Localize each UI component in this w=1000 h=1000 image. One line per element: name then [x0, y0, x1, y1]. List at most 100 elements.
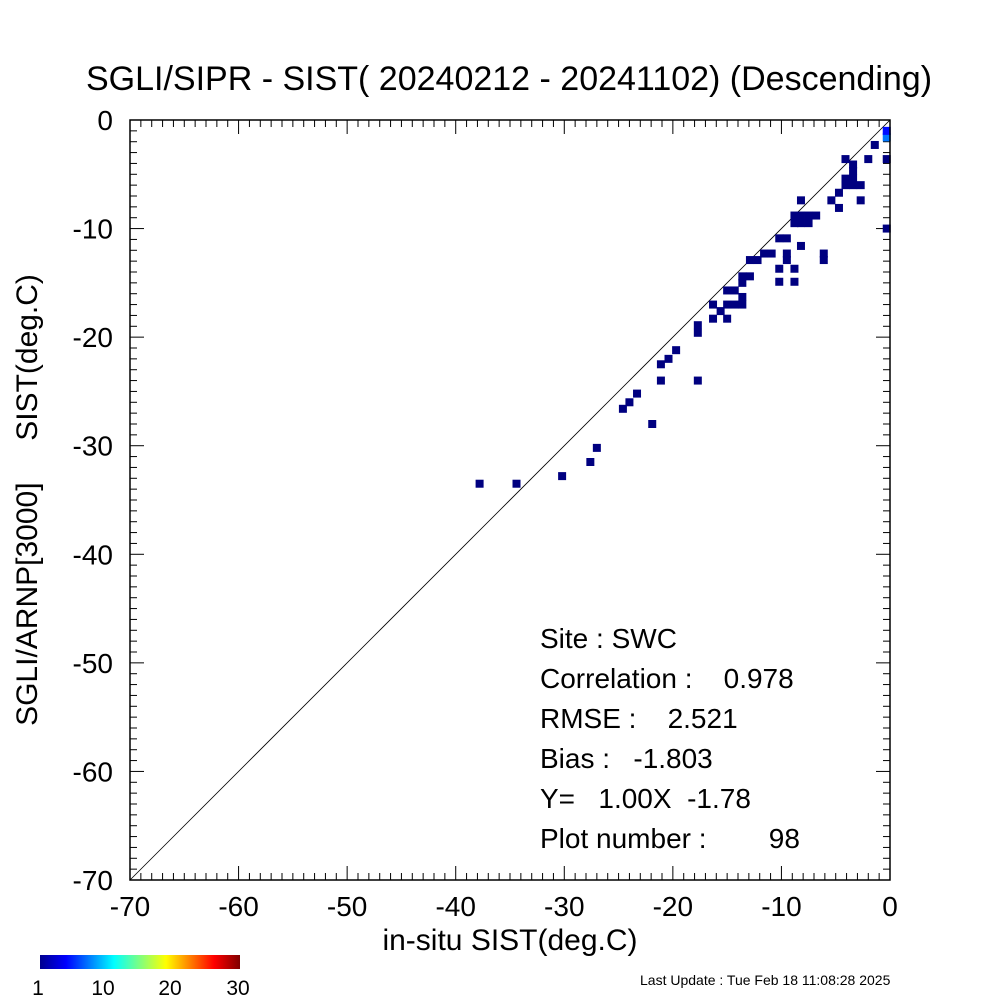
x-tick-label: -60: [218, 891, 258, 922]
data-point: [796, 196, 805, 205]
data-point: [812, 211, 821, 220]
y-tick-label: -10: [73, 214, 113, 245]
data-point: [672, 346, 681, 355]
y-tick-label: -20: [73, 322, 113, 353]
data-point: [790, 264, 799, 273]
y-tick-label: 0: [97, 105, 113, 136]
data-point: [775, 234, 784, 243]
stat-site: Site : SWC: [540, 623, 677, 654]
y-tick-label: -60: [73, 756, 113, 787]
y-tick-label: -50: [73, 648, 113, 679]
plot-frame: [129, 119, 891, 881]
data-point: [834, 188, 843, 197]
data-point: [723, 300, 732, 309]
x-tick-label: -30: [544, 891, 584, 922]
colorbar-labels: 1 10 20 30: [32, 977, 250, 1000]
data-point: [586, 458, 595, 466]
stat-fit: Y= 1.00X -1.78: [540, 783, 751, 814]
data-point: [834, 203, 843, 212]
colorbar: [40, 955, 240, 969]
data-point: [841, 181, 850, 190]
one-to-one-line: [129, 119, 891, 881]
colorbar-label: 10: [91, 977, 114, 1000]
data-point: [841, 174, 850, 183]
data-point: [625, 398, 634, 407]
data-point: [841, 155, 850, 164]
x-tick-label: -40: [435, 891, 475, 922]
data-point: [827, 196, 836, 205]
data-point: [856, 196, 865, 205]
data-point: [738, 292, 747, 301]
stat-correlation: Correlation : 0.978: [540, 663, 794, 694]
y-tick-label: -40: [73, 539, 113, 570]
data-point: [790, 219, 799, 228]
data-point: [796, 241, 805, 250]
data-point: [882, 155, 891, 164]
x-tick-label: -50: [327, 891, 367, 922]
data-point: [870, 140, 879, 149]
data-point: [693, 328, 702, 337]
data-point: [849, 167, 858, 176]
last-update-text: Last Update : Tue Feb 18 11:08:28 2025: [640, 972, 891, 988]
axis-tick-labels: -70 -60 -50 -40 -30 -20 -10 0 -70 -60 -50 -40 -30 -20…: [73, 105, 898, 922]
data-point: [512, 479, 521, 488]
data-point: [819, 249, 828, 258]
data-point: [760, 249, 769, 258]
data-point: [796, 219, 805, 228]
data-point: [738, 278, 747, 287]
x-axis-label: in-situ SIST(deg.C): [382, 924, 637, 957]
data-point: [656, 360, 665, 369]
data-point: [475, 479, 484, 488]
data-point: [804, 219, 813, 228]
data-point: [849, 181, 858, 190]
x-tick-label: -70: [110, 891, 150, 922]
stats-box: Site : SWC Correlation : 0.978 RMSE : 2.…: [540, 623, 800, 854]
data-point: [618, 404, 627, 413]
chart-title: SGLI/SIPR - SIST( 20240212 - 20241102) (…: [86, 60, 932, 98]
stat-rmse: RMSE : 2.521: [540, 703, 738, 734]
data-point: [709, 314, 718, 323]
data-point: [656, 376, 665, 385]
data-point: [790, 277, 799, 286]
data-point: [633, 389, 642, 398]
data-point: [790, 211, 799, 220]
y-axis-label: SGLI/ARNP[3000] SIST(deg.C): [11, 274, 44, 726]
data-point: [592, 443, 601, 452]
data-point: [693, 321, 702, 330]
y-tick-label: -70: [73, 865, 113, 896]
colorbar-label: 30: [226, 977, 249, 1000]
data-point: [856, 181, 865, 190]
data-point: [723, 314, 732, 323]
data-point: [738, 272, 747, 281]
data-point: [775, 264, 784, 273]
data-point: [723, 286, 732, 295]
y-tick-label: -30: [73, 431, 113, 462]
data-point: [745, 256, 754, 265]
x-tick-label: 0: [882, 891, 898, 922]
data-point: [730, 300, 739, 309]
data-point: [648, 420, 657, 428]
stat-plot-number: Plot number : 98: [540, 823, 800, 854]
data-point: [767, 249, 776, 258]
data-point: [664, 354, 673, 363]
data-point: [804, 211, 813, 220]
data-point: [775, 277, 784, 286]
x-tick-label: -10: [761, 891, 801, 922]
data-point: [882, 126, 891, 135]
colorbar-label: 20: [158, 977, 181, 1000]
stat-bias: Bias : -1.803: [540, 743, 713, 774]
colorbar-label: 1: [32, 977, 44, 1000]
data-point: [730, 286, 739, 295]
data-point: [716, 307, 725, 316]
data-point: [782, 249, 791, 258]
data-point: [882, 133, 891, 142]
data-points: [475, 126, 891, 488]
data-point: [558, 472, 567, 481]
data-point: [864, 155, 873, 164]
x-tick-label: -20: [653, 891, 693, 922]
data-point: [849, 174, 858, 183]
data-point: [796, 211, 805, 220]
data-point: [819, 256, 828, 265]
data-point: [782, 256, 791, 265]
